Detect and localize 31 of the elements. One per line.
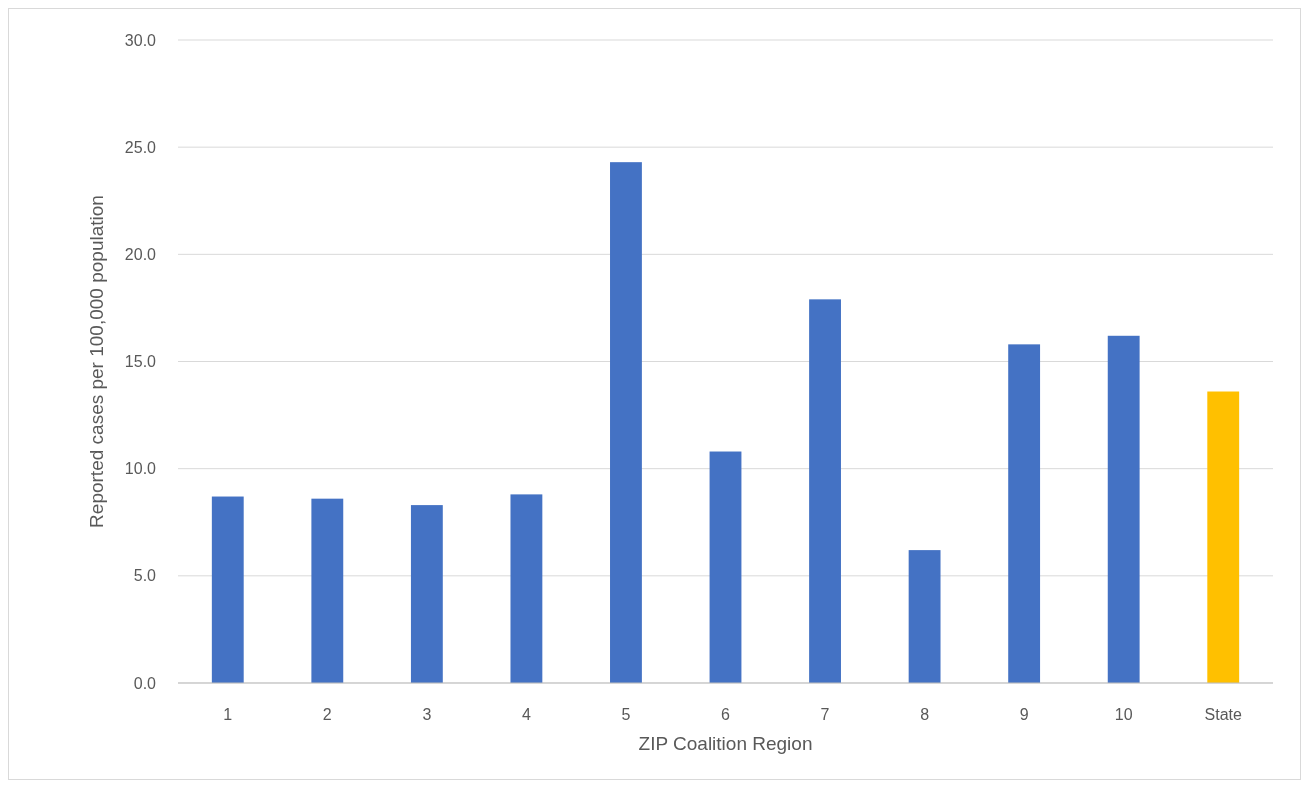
y-tick-label: 30.0	[124, 31, 157, 49]
x-tick-label: 3	[422, 706, 432, 723]
y-axis-title: Reported cases per 100,000 population	[86, 195, 107, 528]
x-tick-label: 7	[820, 706, 830, 723]
bar	[211, 496, 244, 683]
bar	[510, 494, 543, 683]
x-tick-label: 2	[322, 706, 332, 723]
bar	[311, 498, 344, 683]
bar	[1207, 391, 1240, 683]
y-tick-label: 0.0	[133, 674, 157, 692]
bar	[908, 550, 941, 683]
bar	[610, 162, 642, 683]
y-tick-label: 5.0	[133, 567, 157, 585]
bar	[1008, 344, 1041, 683]
x-tick-label: 6	[721, 706, 731, 723]
bar	[1107, 335, 1140, 683]
y-tick-label: 10.0	[124, 460, 157, 478]
x-tick-label: State	[1204, 706, 1243, 723]
y-tick-label: 25.0	[124, 138, 157, 156]
x-tick-label: 4	[521, 706, 531, 723]
y-tick-label: 20.0	[124, 245, 157, 263]
bar	[709, 451, 742, 683]
x-tick-label: 8	[920, 706, 930, 723]
x-tick-label: 9	[1019, 706, 1029, 723]
bar	[410, 505, 443, 683]
bar	[809, 299, 841, 683]
x-tick-label: 1	[223, 706, 233, 723]
x-tick-label: 10	[1114, 706, 1133, 723]
x-tick-label: 5	[621, 706, 631, 723]
y-tick-label: 15.0	[124, 353, 157, 371]
x-axis-title: ZIP Coalition Region	[638, 733, 813, 754]
